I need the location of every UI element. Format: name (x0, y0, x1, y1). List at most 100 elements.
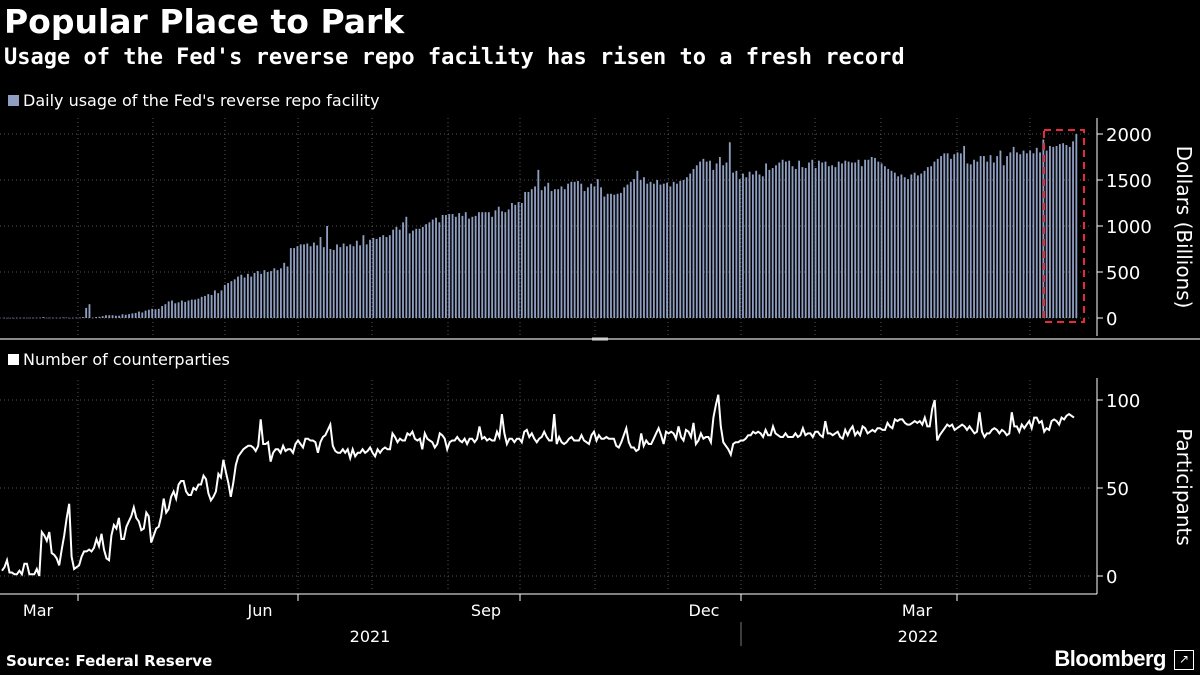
bar (98, 316, 101, 318)
legend-usage: Daily usage of the Fed's reverse repo fa… (8, 91, 380, 110)
bar (322, 247, 325, 318)
bar (626, 184, 629, 318)
bar (808, 162, 810, 318)
bar (72, 317, 74, 319)
bar (187, 300, 190, 318)
bar (946, 153, 949, 318)
bar (765, 163, 767, 318)
bar (286, 266, 289, 318)
bar (157, 308, 160, 318)
bar (827, 166, 830, 318)
bar (933, 161, 936, 318)
bar (65, 317, 68, 319)
bar (48, 317, 51, 319)
bar (81, 317, 84, 318)
bar (600, 187, 602, 318)
bar (487, 212, 490, 318)
bar (1012, 146, 1015, 318)
x-tick-label: Sep (471, 601, 501, 620)
source-note: Source: Federal Reserve (6, 652, 213, 670)
bar (732, 172, 734, 318)
bar (197, 298, 200, 318)
highlight-box (1043, 129, 1085, 323)
bar (425, 224, 428, 318)
bar (388, 235, 391, 318)
legend-counterparties-label: Number of counterparties (23, 350, 230, 369)
bar (781, 159, 784, 318)
bar (233, 279, 236, 318)
bar (834, 167, 837, 318)
bar (1052, 146, 1055, 318)
bar (75, 317, 78, 319)
bar (352, 246, 355, 318)
bar (398, 229, 401, 318)
x-tick-label: Mar (902, 601, 933, 620)
bar (91, 317, 94, 319)
bar (900, 174, 903, 318)
bar (217, 293, 220, 318)
bar (854, 162, 857, 318)
bar (784, 161, 787, 318)
bar (534, 186, 536, 318)
bar (405, 216, 408, 318)
bar (379, 237, 381, 318)
bar (751, 174, 754, 318)
bar (864, 159, 867, 318)
bar (814, 168, 817, 318)
bar (851, 162, 853, 318)
bar (702, 158, 705, 318)
bar (392, 229, 395, 318)
bar (804, 168, 807, 318)
bar (758, 174, 761, 318)
bar (1058, 144, 1061, 318)
y-tick-label: 0 (1106, 309, 1117, 330)
bar (306, 243, 309, 318)
bar (204, 295, 206, 318)
bar (676, 183, 678, 318)
bar (586, 187, 589, 318)
bar (359, 245, 362, 318)
bar (85, 307, 88, 318)
bar (336, 244, 338, 318)
bar (382, 235, 385, 318)
bar (755, 170, 758, 318)
bar (831, 165, 834, 318)
bar (266, 272, 269, 318)
bar (138, 311, 140, 318)
bar (435, 217, 437, 318)
bar (950, 158, 952, 318)
bar (606, 193, 609, 318)
bar (12, 317, 15, 319)
bar (837, 161, 840, 318)
bar (346, 246, 348, 318)
legend-counterparties: Number of counterparties (8, 350, 230, 369)
bar (672, 181, 675, 318)
bar (715, 163, 718, 318)
bar (428, 222, 431, 318)
bar (1025, 153, 1028, 318)
bar (464, 212, 467, 318)
bar (279, 268, 282, 318)
bar (161, 306, 163, 318)
bar (58, 317, 61, 319)
y-tick-label: 1500 (1106, 171, 1152, 192)
bar (237, 276, 239, 318)
bar (151, 308, 154, 318)
bar (131, 313, 134, 318)
legend-swatch-bar (8, 95, 19, 106)
bar (454, 216, 457, 318)
bar (923, 170, 926, 318)
bar (682, 180, 685, 318)
bar (540, 190, 543, 318)
bar (553, 189, 556, 318)
bar (649, 181, 652, 318)
bar (936, 158, 939, 318)
bar (778, 162, 781, 318)
bar (55, 317, 58, 319)
bar (573, 181, 576, 318)
bar (867, 159, 870, 318)
bar (1072, 141, 1074, 318)
bar (662, 183, 665, 318)
legend-usage-label: Daily usage of the Fed's reverse repo fa… (23, 91, 380, 110)
year-label: 2021 (350, 627, 391, 646)
